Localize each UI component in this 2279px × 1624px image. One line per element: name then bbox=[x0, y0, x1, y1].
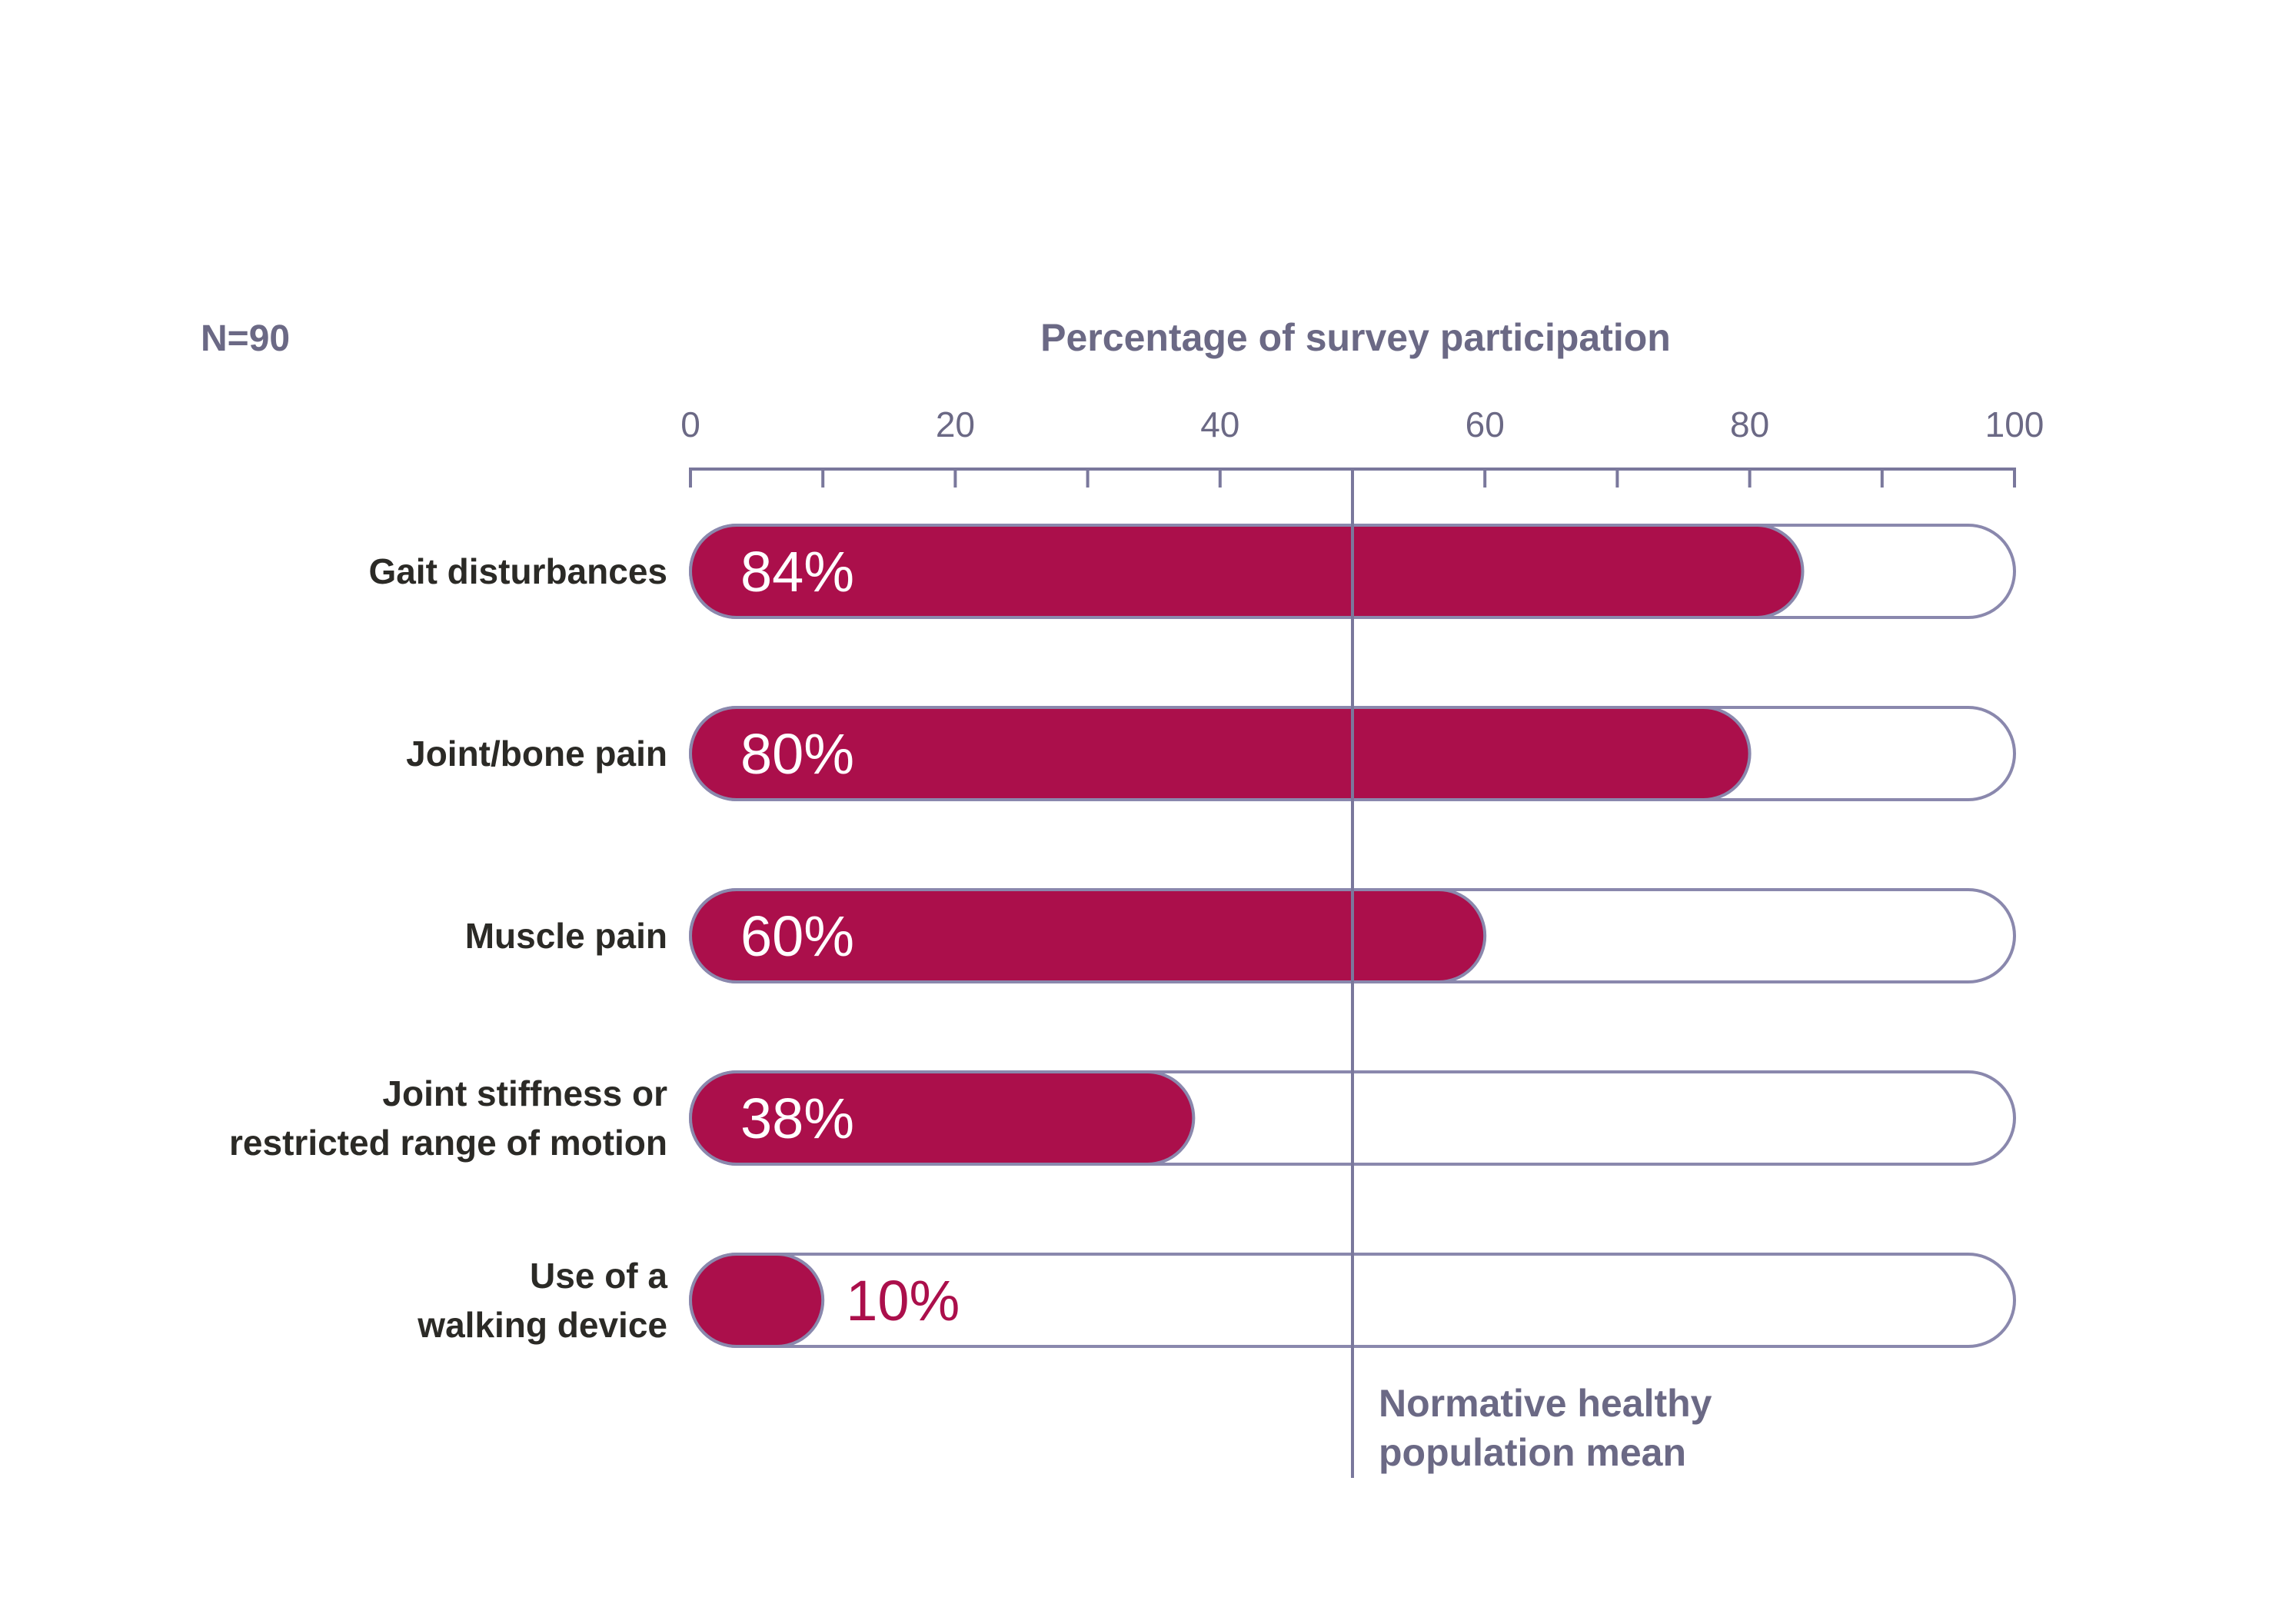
x-tick-label: 0 bbox=[680, 404, 700, 444]
x-axis: 0 20 40 60 80 100 bbox=[680, 404, 2044, 488]
bar bbox=[689, 524, 1805, 619]
category-label: Joint/bone pain bbox=[406, 734, 667, 774]
reference-line-group: Normative healthy population mean bbox=[1351, 469, 1712, 1478]
reference-line-label: Normative healthy bbox=[1379, 1382, 1712, 1425]
sample-size-label: N=90 bbox=[201, 318, 290, 359]
bar bbox=[689, 706, 1752, 801]
category-label: walking device bbox=[417, 1305, 667, 1345]
category-label: Gait disturbances bbox=[368, 551, 667, 591]
bar-value-label: 38% bbox=[740, 1087, 854, 1150]
x-tick-label: 100 bbox=[1985, 404, 2044, 444]
x-tick-label: 20 bbox=[936, 404, 975, 444]
bar-value-label: 60% bbox=[740, 904, 854, 968]
bar bbox=[689, 1070, 1196, 1166]
category-label: restricted range of motion bbox=[229, 1123, 667, 1163]
x-tick-label: 40 bbox=[1200, 404, 1239, 444]
bar-value-label: 84% bbox=[740, 540, 854, 604]
category-label: Muscle pain bbox=[465, 916, 667, 956]
bar bbox=[689, 1253, 825, 1348]
reference-line-label: population mean bbox=[1379, 1431, 1686, 1474]
category-label: Use of a bbox=[530, 1256, 667, 1296]
chart-title: Percentage of survey participation bbox=[1040, 316, 1671, 359]
x-tick-label: 80 bbox=[1730, 404, 1769, 444]
category-labels: Gait disturbances Joint/bone pain Muscle p… bbox=[229, 551, 667, 1345]
x-tick-label: 60 bbox=[1466, 404, 1505, 444]
bar bbox=[689, 888, 1487, 983]
bar-value-label: 80% bbox=[740, 722, 854, 786]
bar-value-label: 10% bbox=[846, 1269, 960, 1333]
category-label: Joint stiffness or bbox=[382, 1073, 667, 1113]
